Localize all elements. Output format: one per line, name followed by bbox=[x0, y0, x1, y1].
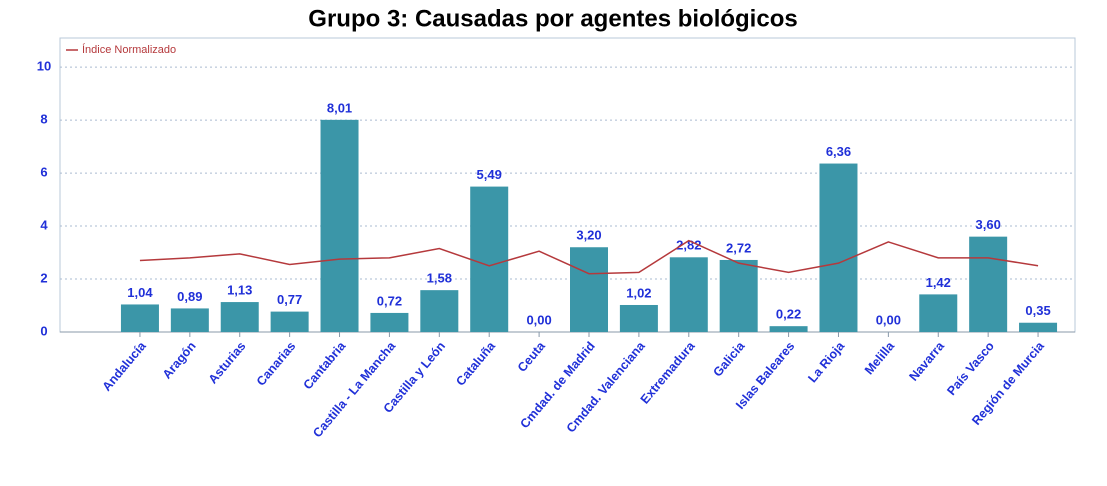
bar bbox=[769, 326, 808, 332]
y-tick-label: 2 bbox=[40, 270, 47, 285]
x-tick-label: Cantabria bbox=[301, 338, 349, 392]
x-tick-label: Andalucía bbox=[100, 338, 150, 394]
value-label: 0,00 bbox=[876, 312, 901, 327]
value-label: 0,77 bbox=[277, 292, 302, 307]
value-label: 1,13 bbox=[227, 283, 252, 298]
value-label: 0,00 bbox=[526, 312, 551, 327]
y-tick-label: 4 bbox=[40, 217, 48, 232]
line bbox=[139, 239, 1039, 275]
value-label: 0,89 bbox=[177, 289, 202, 304]
bar bbox=[969, 236, 1008, 332]
x-tick-label: Galicia bbox=[710, 338, 748, 379]
bar bbox=[1019, 322, 1058, 332]
plot-frame bbox=[59, 37, 1076, 333]
bar bbox=[320, 119, 359, 332]
bar bbox=[270, 311, 309, 332]
bar bbox=[370, 312, 409, 332]
x-tick-label: Navarra bbox=[906, 338, 947, 383]
x-tick-label: Canarias bbox=[254, 339, 299, 388]
value-label: 1,58 bbox=[427, 271, 452, 286]
bar bbox=[170, 308, 209, 332]
value-label: 2,82 bbox=[676, 238, 701, 253]
value-label: 2,72 bbox=[726, 240, 751, 255]
value-label: 0,35 bbox=[1025, 303, 1050, 318]
x-tick-label: Asturias bbox=[206, 339, 249, 386]
value-label: 1,02 bbox=[626, 285, 651, 300]
value-label: 1,42 bbox=[926, 275, 951, 290]
value-label: 8,01 bbox=[327, 100, 352, 115]
value-label: 3,20 bbox=[576, 228, 601, 243]
x-tick-label: Castilla - La Mancha bbox=[310, 338, 399, 440]
value-label: 6,36 bbox=[826, 144, 851, 159]
bar bbox=[819, 163, 858, 332]
y-tick-label: 6 bbox=[40, 165, 47, 180]
bar bbox=[619, 304, 658, 332]
x-tick-label: Aragón bbox=[160, 339, 199, 382]
x-tick-label: Ceuta bbox=[515, 338, 549, 374]
value-label: 3,60 bbox=[976, 217, 1001, 232]
bar bbox=[470, 186, 509, 332]
value-label: 1,04 bbox=[127, 285, 153, 300]
bar bbox=[570, 247, 608, 332]
bar bbox=[220, 302, 259, 332]
bar bbox=[120, 304, 159, 332]
value-label: 0,22 bbox=[776, 307, 801, 322]
chart-title: Grupo 3: Causadas por agentes biológicos bbox=[308, 5, 797, 32]
x-tick-label: Melilla bbox=[862, 338, 898, 377]
legend-label: Índice Normalizado bbox=[82, 43, 176, 56]
value-label: 5,49 bbox=[477, 167, 502, 182]
bar bbox=[669, 257, 708, 332]
x-tick-label: La Rioja bbox=[805, 338, 848, 385]
y-tick-label: 8 bbox=[40, 112, 47, 127]
y-tick-label: 10 bbox=[37, 59, 51, 74]
y-tick-label: 0 bbox=[40, 323, 47, 338]
x-tick-label: Cataluña bbox=[453, 338, 498, 388]
value-label: 0,72 bbox=[377, 293, 402, 308]
bar bbox=[719, 259, 758, 332]
x-tick-label: País Vasco bbox=[944, 339, 997, 398]
bar bbox=[420, 290, 459, 332]
bar bbox=[919, 294, 958, 332]
